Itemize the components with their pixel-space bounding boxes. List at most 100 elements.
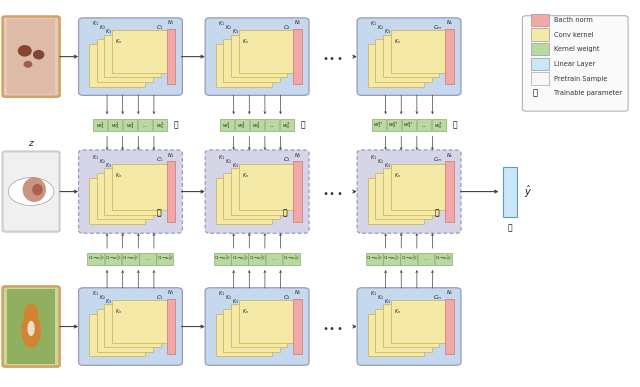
Bar bbox=[89, 178, 145, 224]
Text: $K_n$: $K_n$ bbox=[394, 307, 401, 316]
Ellipse shape bbox=[22, 177, 46, 202]
Bar bbox=[383, 34, 439, 77]
Text: Kernel weight: Kernel weight bbox=[554, 46, 600, 52]
Bar bbox=[250, 119, 264, 132]
Bar bbox=[368, 314, 424, 356]
Bar bbox=[220, 119, 234, 132]
Text: $(1\!-\!w_1^1)$: $(1\!-\!w_1^1)$ bbox=[214, 254, 231, 264]
Text: $K_n$: $K_n$ bbox=[115, 37, 123, 46]
FancyBboxPatch shape bbox=[205, 150, 309, 233]
Bar bbox=[376, 173, 431, 219]
Bar bbox=[104, 305, 161, 347]
Text: $N_k$: $N_k$ bbox=[445, 151, 453, 159]
Bar bbox=[445, 29, 454, 84]
Ellipse shape bbox=[32, 184, 43, 195]
Text: $K_3$: $K_3$ bbox=[384, 297, 391, 306]
Text: $K_2$: $K_2$ bbox=[99, 23, 106, 32]
Bar bbox=[531, 43, 549, 55]
Text: $w_1^2$: $w_1^2$ bbox=[222, 120, 231, 131]
Bar bbox=[97, 309, 153, 352]
Text: $(1\!-\!w_3^1)$: $(1\!-\!w_3^1)$ bbox=[249, 254, 266, 264]
Bar bbox=[383, 168, 439, 215]
FancyBboxPatch shape bbox=[205, 288, 309, 365]
Text: $(1\!-\!w_3^1)$: $(1\!-\!w_3^1)$ bbox=[122, 254, 139, 264]
Bar bbox=[231, 253, 248, 265]
Bar bbox=[216, 178, 272, 224]
Bar bbox=[139, 253, 156, 265]
Text: Conv kernel: Conv kernel bbox=[554, 32, 594, 38]
Text: $N_1$: $N_1$ bbox=[167, 151, 175, 159]
Bar bbox=[376, 39, 431, 82]
Bar bbox=[7, 289, 55, 364]
Bar bbox=[417, 119, 431, 132]
Bar bbox=[104, 253, 122, 265]
Text: $K_1$: $K_1$ bbox=[92, 153, 99, 162]
Text: $\hat{y}$: $\hat{y}$ bbox=[524, 183, 532, 200]
Bar bbox=[93, 119, 107, 132]
Text: $C_m$: $C_m$ bbox=[433, 23, 443, 32]
Text: $\cdot\cdot$: $\cdot\cdot$ bbox=[420, 123, 427, 128]
Text: 🔥: 🔥 bbox=[301, 121, 305, 130]
Text: $\cdot\cdot$: $\cdot\cdot$ bbox=[142, 123, 148, 128]
FancyBboxPatch shape bbox=[3, 151, 60, 232]
Bar bbox=[153, 119, 167, 132]
Bar bbox=[235, 119, 249, 132]
Text: $K_2$: $K_2$ bbox=[99, 157, 106, 166]
Text: $K_3$: $K_3$ bbox=[384, 27, 391, 36]
Text: 🔥: 🔥 bbox=[283, 208, 287, 217]
Text: $N_2$: $N_2$ bbox=[294, 288, 301, 297]
Bar bbox=[383, 253, 400, 265]
Bar bbox=[248, 253, 265, 265]
Text: $\cdot\cdot$: $\cdot\cdot$ bbox=[269, 123, 275, 128]
Ellipse shape bbox=[21, 313, 41, 348]
Text: $(1\!-\!w_2^1)$: $(1\!-\!w_2^1)$ bbox=[105, 254, 122, 264]
Text: $(1\!-\!w_1^1)$: $(1\!-\!w_1^1)$ bbox=[366, 254, 383, 264]
Bar bbox=[7, 19, 55, 94]
Bar bbox=[239, 164, 295, 210]
Text: $z$: $z$ bbox=[28, 139, 35, 148]
Text: $w_2^2$: $w_2^2$ bbox=[237, 120, 246, 131]
Bar bbox=[531, 29, 549, 41]
FancyBboxPatch shape bbox=[522, 16, 628, 111]
Text: $K_n$: $K_n$ bbox=[394, 37, 401, 46]
Text: $K_2$: $K_2$ bbox=[377, 23, 384, 32]
Text: 🔥: 🔥 bbox=[452, 121, 457, 130]
Text: $\bullet\!\bullet\!\bullet$: $\bullet\!\bullet\!\bullet$ bbox=[323, 322, 344, 332]
Bar bbox=[89, 314, 145, 356]
Text: $w_3^2$: $w_3^2$ bbox=[252, 120, 261, 131]
Text: $C_2$: $C_2$ bbox=[282, 23, 291, 32]
Bar bbox=[372, 119, 386, 132]
Text: $K_n$: $K_n$ bbox=[242, 307, 249, 316]
Bar bbox=[431, 119, 445, 132]
Bar bbox=[390, 164, 447, 210]
Bar bbox=[214, 253, 231, 265]
Bar bbox=[231, 305, 287, 347]
FancyBboxPatch shape bbox=[3, 17, 60, 97]
Text: $w_2^m$: $w_2^m$ bbox=[388, 120, 399, 130]
Text: $K_1$: $K_1$ bbox=[371, 289, 378, 298]
Text: $N_2$: $N_2$ bbox=[294, 151, 301, 159]
Text: $(1\!-\!w_2^1)$: $(1\!-\!w_2^1)$ bbox=[232, 254, 248, 264]
Text: $K_n$: $K_n$ bbox=[242, 171, 249, 180]
Bar bbox=[156, 253, 173, 265]
Text: $(1\!-\!w_2^1)$: $(1\!-\!w_2^1)$ bbox=[383, 254, 400, 264]
Bar bbox=[435, 253, 452, 265]
FancyBboxPatch shape bbox=[205, 18, 309, 95]
Bar bbox=[166, 29, 175, 84]
Text: $w_n^2$: $w_n^2$ bbox=[434, 120, 443, 131]
Bar bbox=[366, 253, 383, 265]
Text: $N_k$: $N_k$ bbox=[445, 18, 453, 27]
Text: $K_3$: $K_3$ bbox=[232, 297, 239, 306]
Text: $K_3$: $K_3$ bbox=[384, 161, 391, 170]
Ellipse shape bbox=[33, 50, 44, 60]
Text: $K_n$: $K_n$ bbox=[115, 307, 123, 316]
Text: $K_1$: $K_1$ bbox=[218, 289, 225, 298]
Text: $K_3$: $K_3$ bbox=[232, 161, 239, 170]
Bar bbox=[445, 161, 454, 222]
FancyBboxPatch shape bbox=[357, 18, 461, 95]
Bar bbox=[293, 299, 302, 354]
Text: $K_n$: $K_n$ bbox=[115, 171, 123, 180]
Bar bbox=[138, 119, 152, 132]
Text: $C_m$: $C_m$ bbox=[433, 155, 443, 164]
Text: $(1\!-\!w_n^1)$: $(1\!-\!w_n^1)$ bbox=[284, 254, 300, 264]
